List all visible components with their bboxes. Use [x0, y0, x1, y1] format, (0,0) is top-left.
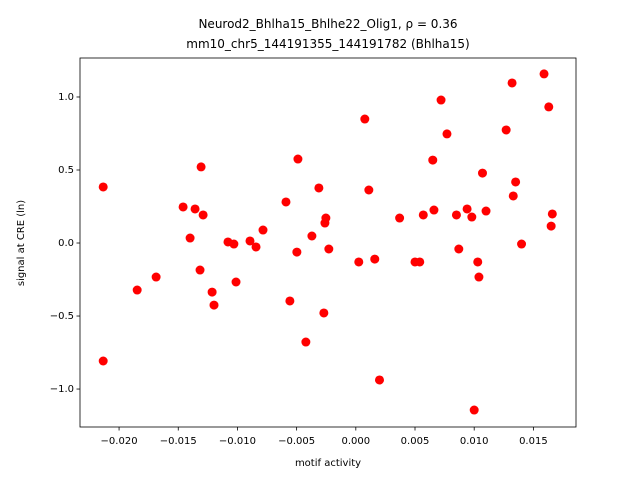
point	[469, 405, 479, 415]
point	[251, 242, 261, 252]
point	[395, 213, 405, 223]
point	[321, 213, 331, 223]
point	[507, 78, 517, 88]
point	[442, 129, 452, 139]
point	[198, 210, 208, 220]
point	[98, 356, 108, 366]
x-tick-label: −0.010	[219, 436, 256, 447]
point	[319, 308, 329, 318]
point	[517, 239, 527, 249]
point	[354, 257, 364, 267]
x-tick-label: −0.015	[160, 436, 197, 447]
point	[451, 210, 461, 220]
point	[364, 185, 374, 195]
point	[132, 285, 142, 295]
point	[98, 182, 108, 192]
point	[473, 257, 483, 267]
y-axis-label: signal at CRE (ln)	[16, 200, 27, 286]
point	[231, 277, 241, 287]
point	[477, 168, 487, 178]
point	[258, 225, 268, 235]
point	[501, 125, 511, 135]
point	[285, 296, 295, 306]
point	[546, 221, 556, 231]
x-tick-label: 0.015	[519, 436, 548, 447]
point	[370, 254, 380, 264]
point	[511, 177, 521, 187]
point	[429, 205, 439, 215]
point	[360, 114, 370, 124]
point	[314, 183, 324, 193]
point	[207, 287, 217, 297]
point	[454, 244, 464, 254]
point	[428, 155, 438, 165]
x-tick-label: −0.005	[278, 436, 315, 447]
point	[229, 239, 239, 249]
chart-title: Neurod2_Bhlha15_Bhlhe22_Olig1, ρ = 0.36	[198, 17, 457, 31]
chart-subtitle: mm10_chr5_144191355_144191782 (Bhlha15)	[186, 37, 469, 51]
point	[324, 244, 334, 254]
x-tick-label: −0.020	[101, 436, 138, 447]
point	[474, 272, 484, 282]
point	[292, 247, 302, 257]
plot-frame	[79, 57, 577, 428]
point	[281, 197, 291, 207]
point	[190, 204, 200, 214]
point	[151, 272, 161, 282]
y-tick-label: 0.0	[58, 238, 74, 249]
x-axis-label: motif activity	[295, 458, 361, 469]
x-tick-label: 0.010	[460, 436, 489, 447]
point	[462, 204, 472, 214]
point	[467, 212, 477, 222]
point	[374, 375, 384, 385]
point	[196, 162, 206, 172]
point	[547, 209, 557, 219]
y-tick-label: 0.5	[58, 165, 74, 176]
x-tick-label: 0.005	[401, 436, 430, 447]
point	[508, 191, 518, 201]
point	[436, 95, 446, 105]
point	[293, 154, 303, 164]
point	[539, 69, 549, 79]
y-tick-label: 1.0	[58, 92, 74, 103]
point	[307, 231, 317, 241]
point	[301, 337, 311, 347]
point	[209, 300, 219, 310]
y-tick-label: −1.0	[50, 384, 74, 395]
point	[415, 257, 425, 267]
point	[481, 206, 491, 216]
point	[185, 233, 195, 243]
point	[418, 210, 428, 220]
point	[178, 202, 188, 212]
point	[195, 265, 205, 275]
point	[544, 102, 554, 112]
x-tick-label: 0.000	[341, 436, 370, 447]
y-tick-label: −0.5	[50, 311, 74, 322]
point	[245, 236, 255, 246]
